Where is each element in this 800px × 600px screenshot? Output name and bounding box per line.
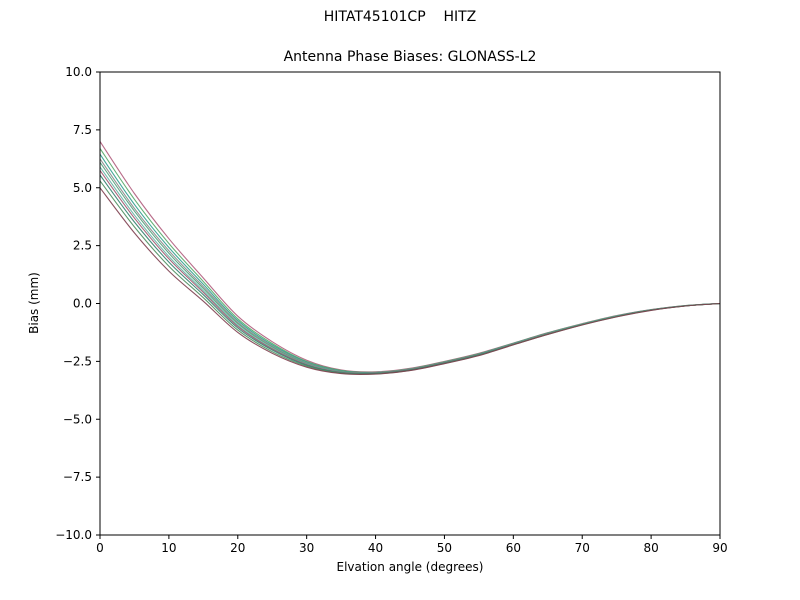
x-tick-label: 60	[506, 541, 521, 555]
y-tick-label: −2.5	[63, 354, 92, 368]
x-tick-label: 80	[643, 541, 658, 555]
x-tick-label: 30	[299, 541, 314, 555]
y-axis-label: Bias (mm)	[27, 272, 41, 334]
x-tick-label: 70	[575, 541, 590, 555]
y-tick-label: −5.0	[63, 412, 92, 426]
x-tick-label: 20	[230, 541, 245, 555]
y-tick-label: −10.0	[55, 528, 92, 542]
x-tick-label: 90	[712, 541, 727, 555]
x-tick-label: 50	[437, 541, 452, 555]
x-tick-label: 10	[161, 541, 176, 555]
y-tick-label: −7.5	[63, 470, 92, 484]
y-tick-label: 2.5	[73, 239, 92, 253]
axes-title: Antenna Phase Biases: GLONASS-L2	[283, 49, 537, 65]
series-line	[99, 161, 721, 374]
series-line	[99, 153, 721, 374]
figure-title: HITAT45101CP HITZ	[323, 9, 477, 25]
y-tick-label: 7.5	[73, 123, 92, 137]
y-tick-label: 10.0	[65, 65, 92, 79]
x-tick-label: 0	[96, 541, 104, 555]
series-line	[99, 141, 721, 373]
series-line	[99, 148, 721, 373]
series-line	[99, 170, 721, 375]
y-tick-label: 5.0	[73, 181, 92, 195]
x-axis-label: Elvation angle (degrees)	[336, 560, 484, 574]
x-tick-label: 40	[368, 541, 383, 555]
axes-frame	[99, 71, 721, 536]
y-tick-label: 0.0	[73, 297, 92, 311]
series-line	[99, 187, 721, 376]
series-line	[99, 174, 721, 375]
